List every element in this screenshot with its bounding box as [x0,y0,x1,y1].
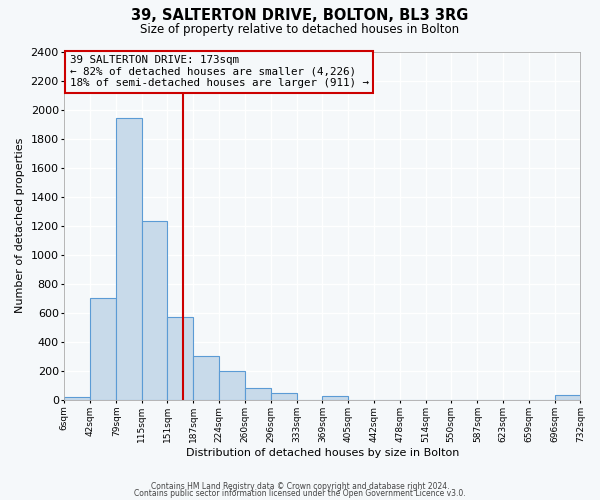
Bar [193,356,220,400]
X-axis label: Distribution of detached houses by size in Bolton: Distribution of detached houses by size … [186,448,459,458]
Text: Contains HM Land Registry data © Crown copyright and database right 2024.: Contains HM Land Registry data © Crown c… [151,482,449,491]
Bar [90,298,116,400]
Text: Size of property relative to detached houses in Bolton: Size of property relative to detached ho… [140,22,460,36]
Text: 39, SALTERTON DRIVE, BOLTON, BL3 3RG: 39, SALTERTON DRIVE, BOLTON, BL3 3RG [131,8,469,22]
Text: Contains public sector information licensed under the Open Government Licence v3: Contains public sector information licen… [134,488,466,498]
Bar [167,316,193,400]
Y-axis label: Number of detached properties: Number of detached properties [15,138,25,314]
Bar [64,397,90,400]
Bar [116,118,142,400]
Bar [322,396,348,400]
Bar [245,388,271,400]
Bar [271,394,297,400]
Bar [142,222,167,400]
Bar [220,371,245,400]
Bar [555,395,581,400]
Text: 39 SALTERTON DRIVE: 173sqm
← 82% of detached houses are smaller (4,226)
18% of s: 39 SALTERTON DRIVE: 173sqm ← 82% of deta… [70,55,368,88]
